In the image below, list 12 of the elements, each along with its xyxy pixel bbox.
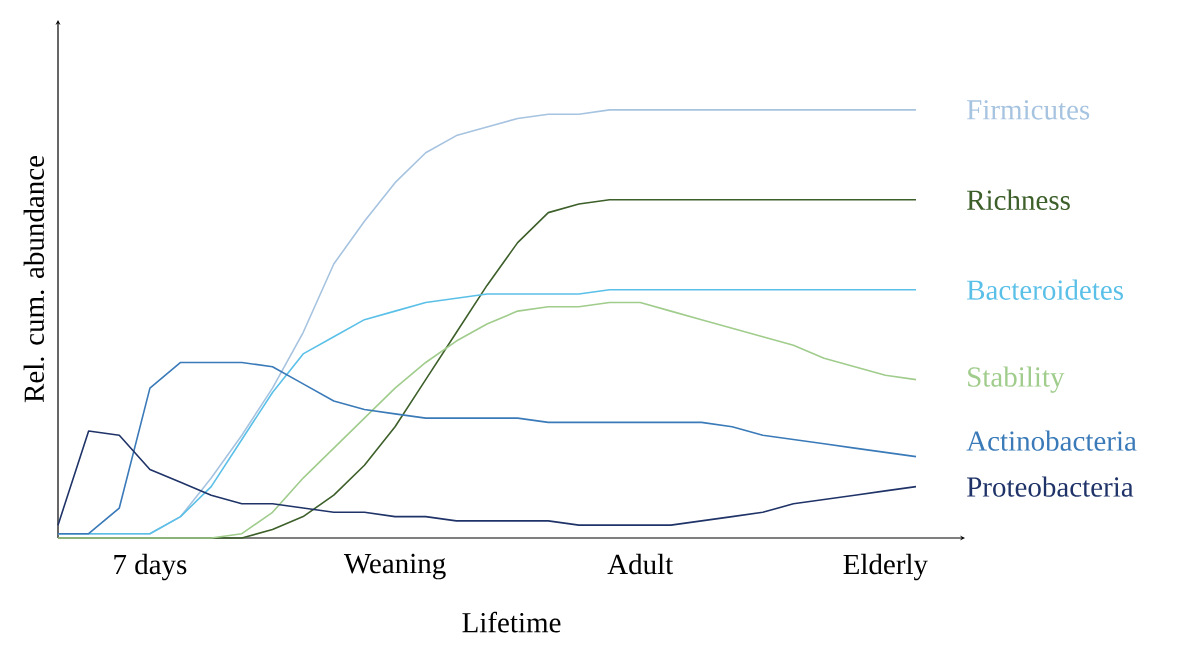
series-label: Bacteroidetes [967,279,1123,300]
x-tick-label: Adult [607,553,674,575]
series-label: Firmicutes [967,100,1090,120]
series-label: Actinobacteria [966,430,1137,451]
y-axis-title: Rel. cum. abundance [23,155,45,403]
series-label: Proteobacteria [967,476,1134,497]
x-tick-label: Elderly [843,553,928,581]
x-tick-label: 7 days [114,553,187,581]
x-tick-label: Weaning [343,553,446,580]
series-label: Stability [968,366,1065,393]
x-axis-title: Lifetime [462,611,561,633]
series-label: Richness [967,189,1070,210]
